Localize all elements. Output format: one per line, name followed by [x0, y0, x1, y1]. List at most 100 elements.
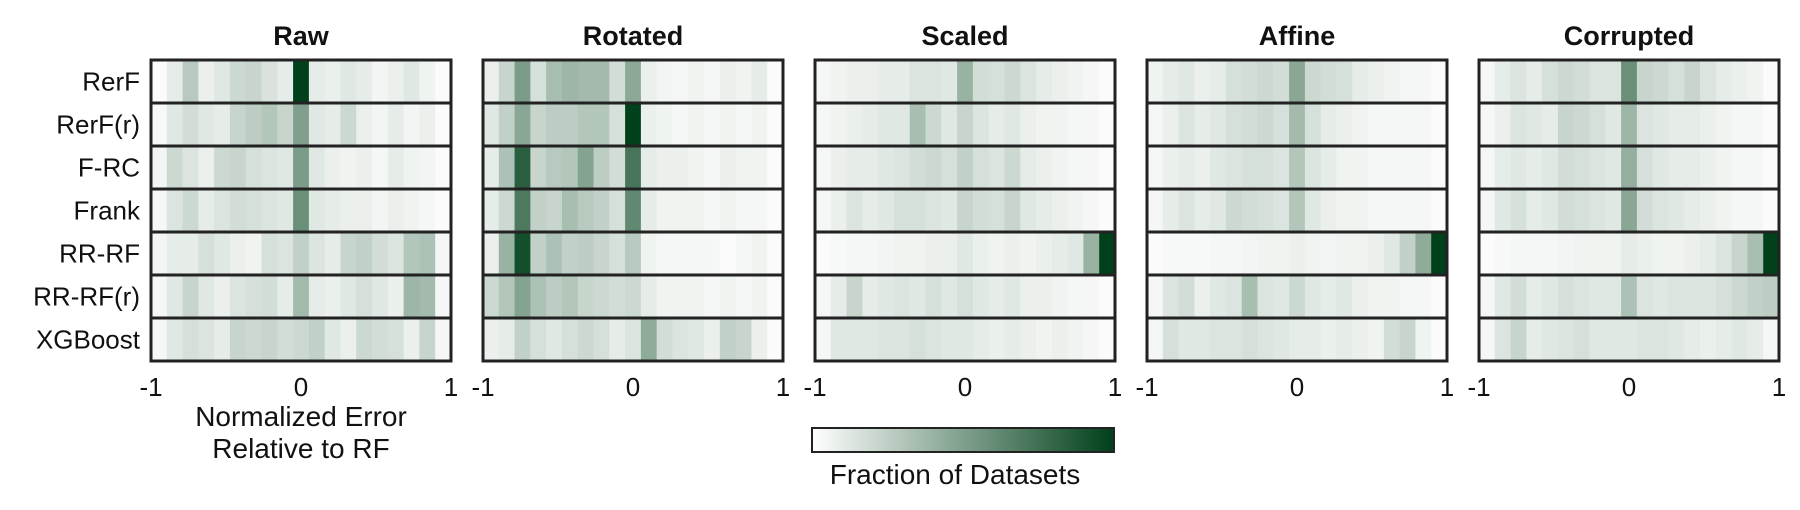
- x-axis-title-line: Normalized Error: [195, 401, 407, 432]
- heatmap-cell: [419, 275, 436, 318]
- heatmap-cell: [1431, 275, 1448, 318]
- heatmap-cell: [1652, 275, 1670, 318]
- heatmap-cell: [862, 60, 879, 103]
- heatmap-cell: [878, 146, 895, 189]
- heatmap-cell: [435, 189, 452, 232]
- heatmap-cell: [372, 60, 389, 103]
- heatmap-cell: [1004, 189, 1021, 232]
- heatmap-panels: Raw -1 0 1 RerF RerF(r) F-RC Frank RR-RF RR-RF(r)…: [33, 21, 1786, 402]
- heatmap-cell: [198, 318, 215, 361]
- heatmap-cell: [751, 232, 768, 275]
- heatmap-cell: [909, 103, 927, 146]
- heatmap-cell: [893, 146, 911, 189]
- heatmap-cell: [815, 318, 832, 361]
- heatmap-cell: [719, 60, 737, 103]
- heatmap-cell: [1763, 318, 1780, 361]
- heatmap-cell: [1510, 60, 1527, 103]
- heatmap-cell: [862, 275, 879, 318]
- heatmap-cell: [1273, 232, 1290, 275]
- heatmap-cell: [672, 232, 689, 275]
- heatmap-cell: [1494, 189, 1512, 232]
- heatmap-cell: [1684, 318, 1701, 361]
- heatmap-cell: [1573, 146, 1591, 189]
- heatmap-cell: [1542, 146, 1559, 189]
- heatmap-cell: [1368, 146, 1385, 189]
- heatmap-cell: [1225, 189, 1243, 232]
- heatmap-cell: [972, 146, 990, 189]
- heatmap-cell: [324, 60, 342, 103]
- heatmap-cell: [166, 189, 184, 232]
- heatmap-cell: [1700, 232, 1717, 275]
- panel-title: Corrupted: [1564, 21, 1695, 51]
- heatmap-cell: [1304, 275, 1322, 318]
- heatmap-cell: [340, 318, 357, 361]
- heatmap-cell: [514, 275, 531, 318]
- heatmap-cell: [403, 275, 421, 318]
- heatmap-cell: [941, 146, 958, 189]
- heatmap-cell: [1036, 232, 1053, 275]
- heatmap-cell: [988, 318, 1006, 361]
- heatmap-cell: [862, 232, 879, 275]
- heatmap-cell: [1763, 275, 1780, 318]
- heatmap-cell: [688, 275, 705, 318]
- heatmap-cell: [1621, 318, 1638, 361]
- heatmap-cell: [688, 60, 705, 103]
- x-tick-label: -1: [139, 372, 162, 402]
- heatmap-cell: [182, 60, 199, 103]
- heatmap-cell: [182, 103, 199, 146]
- heatmap-cell: [767, 275, 784, 318]
- heatmap-cell: [988, 146, 1006, 189]
- heatmap-cell: [1273, 103, 1290, 146]
- heatmap-cell: [483, 275, 500, 318]
- heatmap-cell: [625, 232, 642, 275]
- heatmap-cell: [719, 189, 737, 232]
- heatmap-cell: [419, 103, 436, 146]
- heatmap-cell: [1573, 103, 1591, 146]
- heatmap-cell: [1099, 103, 1116, 146]
- heatmap-cell: [830, 275, 848, 318]
- heatmap-cell: [1589, 318, 1606, 361]
- heatmap-cell: [1621, 275, 1638, 318]
- heatmap-cell: [1194, 318, 1211, 361]
- heatmap-cell: [1747, 318, 1764, 361]
- heatmap-cell: [293, 232, 310, 275]
- heatmap-cell: [1147, 189, 1164, 232]
- heatmap-cell: [403, 146, 421, 189]
- heatmap-cell: [735, 146, 753, 189]
- heatmap-cell: [1700, 146, 1717, 189]
- heatmap-cell: [1051, 275, 1069, 318]
- heatmap-cell: [1542, 275, 1559, 318]
- panel-corrupted: Corrupted -1 0 1: [1467, 21, 1786, 402]
- heatmap-cell: [1067, 103, 1085, 146]
- heatmap-cell: [1747, 60, 1764, 103]
- heatmap-cell: [672, 275, 689, 318]
- heatmap-cell: [229, 60, 247, 103]
- x-tick-label: 0: [1290, 372, 1304, 402]
- heatmap-cell: [1573, 189, 1591, 232]
- heatmap-cell: [1557, 103, 1575, 146]
- heatmap-cell: [151, 103, 168, 146]
- heatmap-cell: [1004, 275, 1021, 318]
- row-label: RerF(r): [56, 110, 140, 140]
- heatmap-cell: [1257, 232, 1274, 275]
- heatmap-cell: [1051, 103, 1069, 146]
- heatmap-cell: [1352, 232, 1369, 275]
- heatmap-cell: [387, 60, 405, 103]
- row-frame: [149, 316, 453, 363]
- heatmap-cell: [640, 60, 658, 103]
- heatmap-cell: [372, 232, 389, 275]
- heatmap-cell: [957, 232, 974, 275]
- heatmap-cell: [530, 275, 547, 318]
- heatmap-cell: [1304, 60, 1322, 103]
- heatmap-cell: [1510, 318, 1527, 361]
- heatmap-cell: [1573, 60, 1591, 103]
- heatmap-cell: [356, 189, 373, 232]
- heatmap-cell: [245, 232, 263, 275]
- heatmap-cell: [1320, 103, 1338, 146]
- heatmap-cell: [561, 189, 579, 232]
- heatmap-cell: [293, 103, 310, 146]
- row-frame: [481, 316, 785, 363]
- heatmap-cell: [1542, 318, 1559, 361]
- heatmap-cell: [324, 189, 342, 232]
